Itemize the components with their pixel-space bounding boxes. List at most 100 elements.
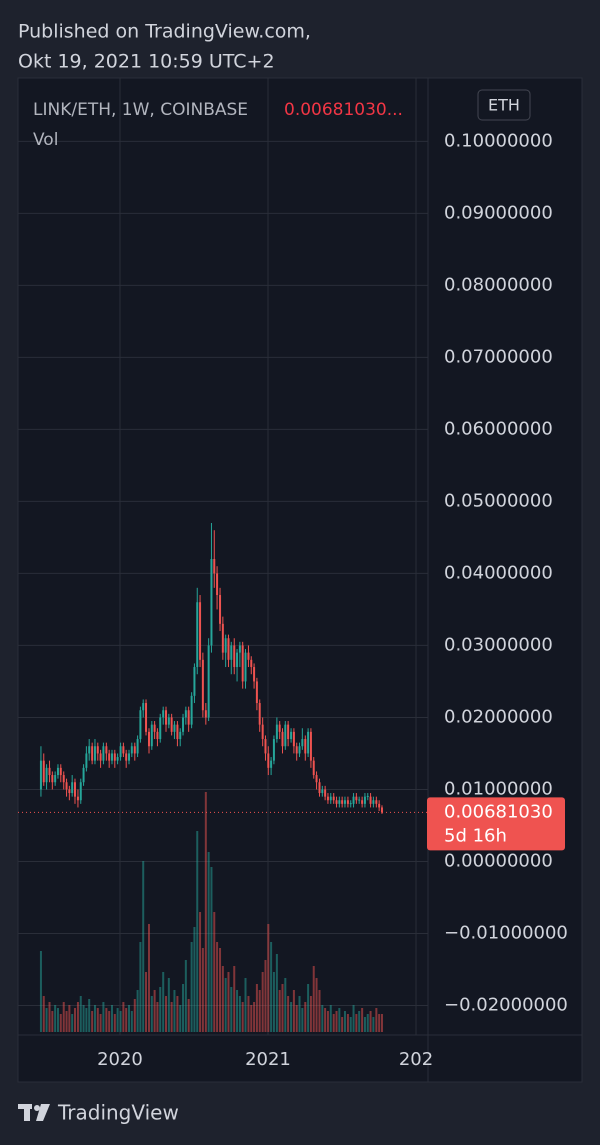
- candle-body: [224, 638, 227, 653]
- candle-body: [318, 782, 321, 794]
- last-price-box: [427, 797, 565, 851]
- candle-body: [88, 746, 91, 754]
- candle-body: [341, 800, 344, 804]
- volume-bar: [159, 987, 162, 1032]
- volume-bar: [309, 996, 312, 1032]
- candle-body: [236, 652, 239, 668]
- candle-body: [150, 724, 153, 747]
- volume-bar: [105, 1008, 108, 1032]
- x-tick-label: 2020: [97, 1049, 143, 1070]
- volume-bar: [99, 1014, 102, 1032]
- candle-body: [366, 795, 369, 797]
- volume-bar: [147, 924, 150, 1032]
- volume-bar: [372, 1017, 375, 1032]
- volume-bar: [233, 966, 236, 1032]
- symbol: LINK/ETH, 1W, COINBASE: [33, 100, 248, 120]
- candle-body: [321, 789, 324, 794]
- volume-bar: [358, 1011, 361, 1032]
- candle-body: [159, 717, 162, 740]
- volume-bar: [201, 948, 204, 1032]
- candle-body: [267, 753, 270, 768]
- volume-bar: [190, 942, 193, 1032]
- volume-bar: [304, 1002, 307, 1032]
- volume-bar: [73, 1008, 76, 1032]
- volume-bar: [315, 978, 318, 1032]
- volume-bar: [312, 966, 315, 1032]
- volume-bar: [145, 972, 148, 1032]
- volume-bar: [338, 1008, 341, 1032]
- volume-bar: [176, 996, 179, 1032]
- candle-body: [184, 710, 187, 718]
- candle-body: [136, 739, 139, 754]
- x-tick-label: 202: [399, 1049, 433, 1070]
- candle-body: [255, 681, 258, 704]
- candle-body: [190, 695, 193, 725]
- candle-body: [130, 746, 133, 754]
- volume-bar: [139, 942, 142, 1032]
- candle-body: [207, 645, 210, 718]
- candle-body: [301, 739, 304, 747]
- volume-bar: [54, 1005, 57, 1032]
- candle-body: [153, 724, 156, 732]
- currency-button[interactable]: [477, 89, 531, 121]
- legend-value: 0.00681030...: [284, 100, 403, 120]
- publish-date: Okt 19, 2021 10:59 UTC+2: [18, 51, 275, 73]
- volume-bar: [76, 1002, 79, 1032]
- currency[interactable]: ETH: [488, 96, 520, 115]
- candle-body: [62, 775, 65, 783]
- volume-bar: [378, 1014, 381, 1032]
- volume-bar: [221, 966, 224, 1032]
- volume-bar: [102, 1002, 105, 1032]
- volume-bar: [341, 1017, 344, 1032]
- volume-bar: [142, 861, 145, 1032]
- candle-body: [295, 746, 298, 754]
- volume-bar: [366, 1014, 369, 1032]
- candle-body: [116, 757, 119, 761]
- volume-bar: [230, 987, 233, 1032]
- candle-body: [270, 760, 273, 768]
- volume-bar: [51, 1011, 54, 1032]
- candle-body: [375, 800, 378, 804]
- candle-body: [380, 807, 383, 813]
- volume-bar: [244, 978, 247, 1032]
- volume-bar: [295, 1005, 298, 1032]
- volume-bar: [108, 1011, 111, 1032]
- volume-bar: [318, 990, 321, 1032]
- volume-bar: [270, 942, 273, 1032]
- candle-body: [332, 796, 335, 801]
- candle-body: [238, 645, 241, 653]
- candle-body: [244, 652, 247, 682]
- volume-bar: [59, 1014, 62, 1032]
- candle-body: [201, 659, 204, 711]
- candle-body: [65, 782, 68, 790]
- candle-body: [39, 760, 42, 790]
- candle-body: [284, 724, 287, 747]
- candle-body: [230, 645, 233, 660]
- volume-bar: [375, 1008, 378, 1032]
- candle-body: [372, 800, 375, 804]
- candle-body: [315, 775, 318, 783]
- candle-body: [233, 645, 236, 668]
- chart-panel: [17, 77, 583, 1083]
- volume-bar: [133, 999, 136, 1032]
- candle-body: [142, 703, 145, 711]
- y-tick-label: −0.02000000: [444, 994, 568, 1015]
- volume-bar: [287, 996, 290, 1032]
- volume-bar: [45, 1008, 48, 1032]
- volume-bar: [290, 1002, 293, 1032]
- candle-body: [298, 746, 301, 754]
- volume-bar: [165, 996, 168, 1032]
- y-tick-label: 0.02000000: [444, 706, 553, 727]
- volume-label: Vol: [33, 130, 58, 150]
- y-tick-label: 0.10000000: [444, 130, 553, 151]
- volume-bar: [91, 1011, 94, 1032]
- countdown: 5d 16h: [444, 825, 507, 846]
- candle-body: [156, 731, 159, 740]
- volume-bar: [71, 1014, 74, 1032]
- candle-body: [113, 753, 116, 761]
- volume-bar: [136, 990, 139, 1032]
- volume-bar: [116, 1008, 119, 1032]
- candle-body: [108, 753, 111, 761]
- volume-bar: [361, 1008, 364, 1032]
